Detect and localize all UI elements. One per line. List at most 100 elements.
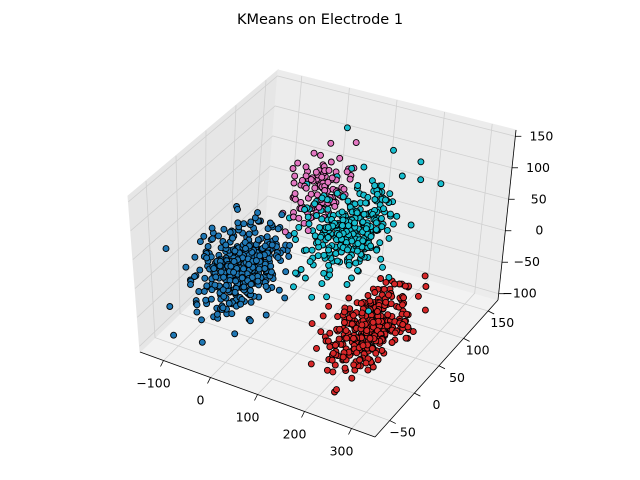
data-point	[187, 281, 194, 289]
data-point	[348, 274, 355, 282]
data-point	[323, 293, 331, 301]
x-tick-label-mark	[301, 411, 305, 418]
y-tick-label-mark	[487, 310, 495, 315]
data-point	[354, 266, 361, 274]
x-tick-label: 200	[283, 427, 307, 442]
data-point	[365, 307, 372, 315]
data-point	[317, 151, 324, 159]
data-point	[333, 386, 340, 394]
data-point	[200, 287, 208, 295]
data-point	[290, 283, 297, 291]
data-point	[345, 261, 353, 269]
data-point	[198, 338, 206, 346]
data-point	[333, 257, 341, 265]
data-point	[294, 159, 302, 167]
x-tick-label-mark	[254, 394, 258, 401]
data-point	[358, 321, 366, 329]
data-point	[358, 309, 366, 317]
data-point	[310, 149, 318, 157]
data-point	[315, 203, 323, 211]
data-point	[262, 311, 270, 319]
data-point	[329, 349, 337, 357]
y-tick-label: 150	[490, 315, 514, 330]
data-point	[437, 180, 445, 188]
grid-line-z	[132, 135, 509, 260]
data-point	[230, 268, 238, 276]
data-point	[348, 320, 356, 328]
data-point	[229, 234, 237, 242]
data-point	[285, 252, 293, 260]
data-point	[286, 241, 294, 249]
data-point	[350, 334, 357, 342]
data-point	[202, 296, 210, 304]
data-point	[240, 265, 247, 273]
data-point	[266, 219, 274, 227]
data-point	[318, 215, 326, 223]
data-point	[311, 184, 319, 192]
data-point	[234, 219, 242, 227]
data-point	[343, 124, 351, 132]
data-point	[255, 265, 263, 273]
data-point	[334, 313, 342, 320]
y-tick-label: −50	[389, 425, 415, 440]
data-point	[302, 172, 310, 180]
data-point	[357, 299, 365, 307]
data-point	[203, 282, 211, 290]
data-point	[344, 246, 351, 254]
data-point	[402, 334, 410, 342]
data-point	[403, 310, 411, 318]
data-point	[291, 172, 299, 180]
data-point	[230, 258, 238, 265]
data-point	[261, 265, 269, 272]
data-point	[254, 209, 262, 217]
data-point	[304, 213, 312, 221]
data-point	[332, 341, 339, 349]
data-point	[166, 303, 174, 310]
data-point	[191, 273, 198, 280]
data-point	[348, 164, 356, 172]
data-point	[198, 316, 205, 324]
data-point	[219, 304, 227, 312]
data-point	[340, 319, 348, 326]
data-point	[385, 234, 393, 242]
data-point	[414, 292, 422, 300]
data-point	[263, 233, 271, 241]
data-point	[200, 232, 208, 240]
data-point	[376, 239, 384, 247]
z-tick-label: 100	[526, 160, 550, 175]
data-point	[301, 274, 309, 282]
data-point	[275, 286, 283, 294]
data-point	[182, 263, 190, 271]
data-point	[317, 233, 325, 241]
data-point	[382, 278, 390, 286]
data-point	[247, 298, 255, 306]
data-point	[382, 196, 389, 204]
y-tick-label: 50	[449, 370, 465, 385]
data-point	[311, 232, 319, 240]
y-tick-label: 0	[432, 397, 440, 412]
data-point	[311, 200, 319, 208]
data-point	[362, 225, 370, 233]
x-tick-label: 0	[197, 393, 205, 408]
data-point	[390, 146, 397, 154]
z-tick-label: −100	[502, 286, 536, 301]
data-point	[398, 172, 406, 180]
data-point	[319, 312, 327, 320]
data-point	[372, 349, 380, 357]
data-point	[203, 254, 211, 262]
data-point	[240, 220, 248, 228]
data-point	[329, 368, 337, 376]
data-point	[346, 175, 354, 183]
data-point	[247, 218, 255, 226]
data-point	[401, 282, 409, 290]
data-point	[306, 258, 314, 266]
data-point	[295, 223, 303, 231]
data-point	[232, 277, 240, 285]
data-point	[298, 176, 306, 184]
data-point	[307, 360, 315, 368]
data-point	[371, 289, 379, 296]
data-point	[228, 310, 236, 318]
data-point	[219, 286, 227, 294]
